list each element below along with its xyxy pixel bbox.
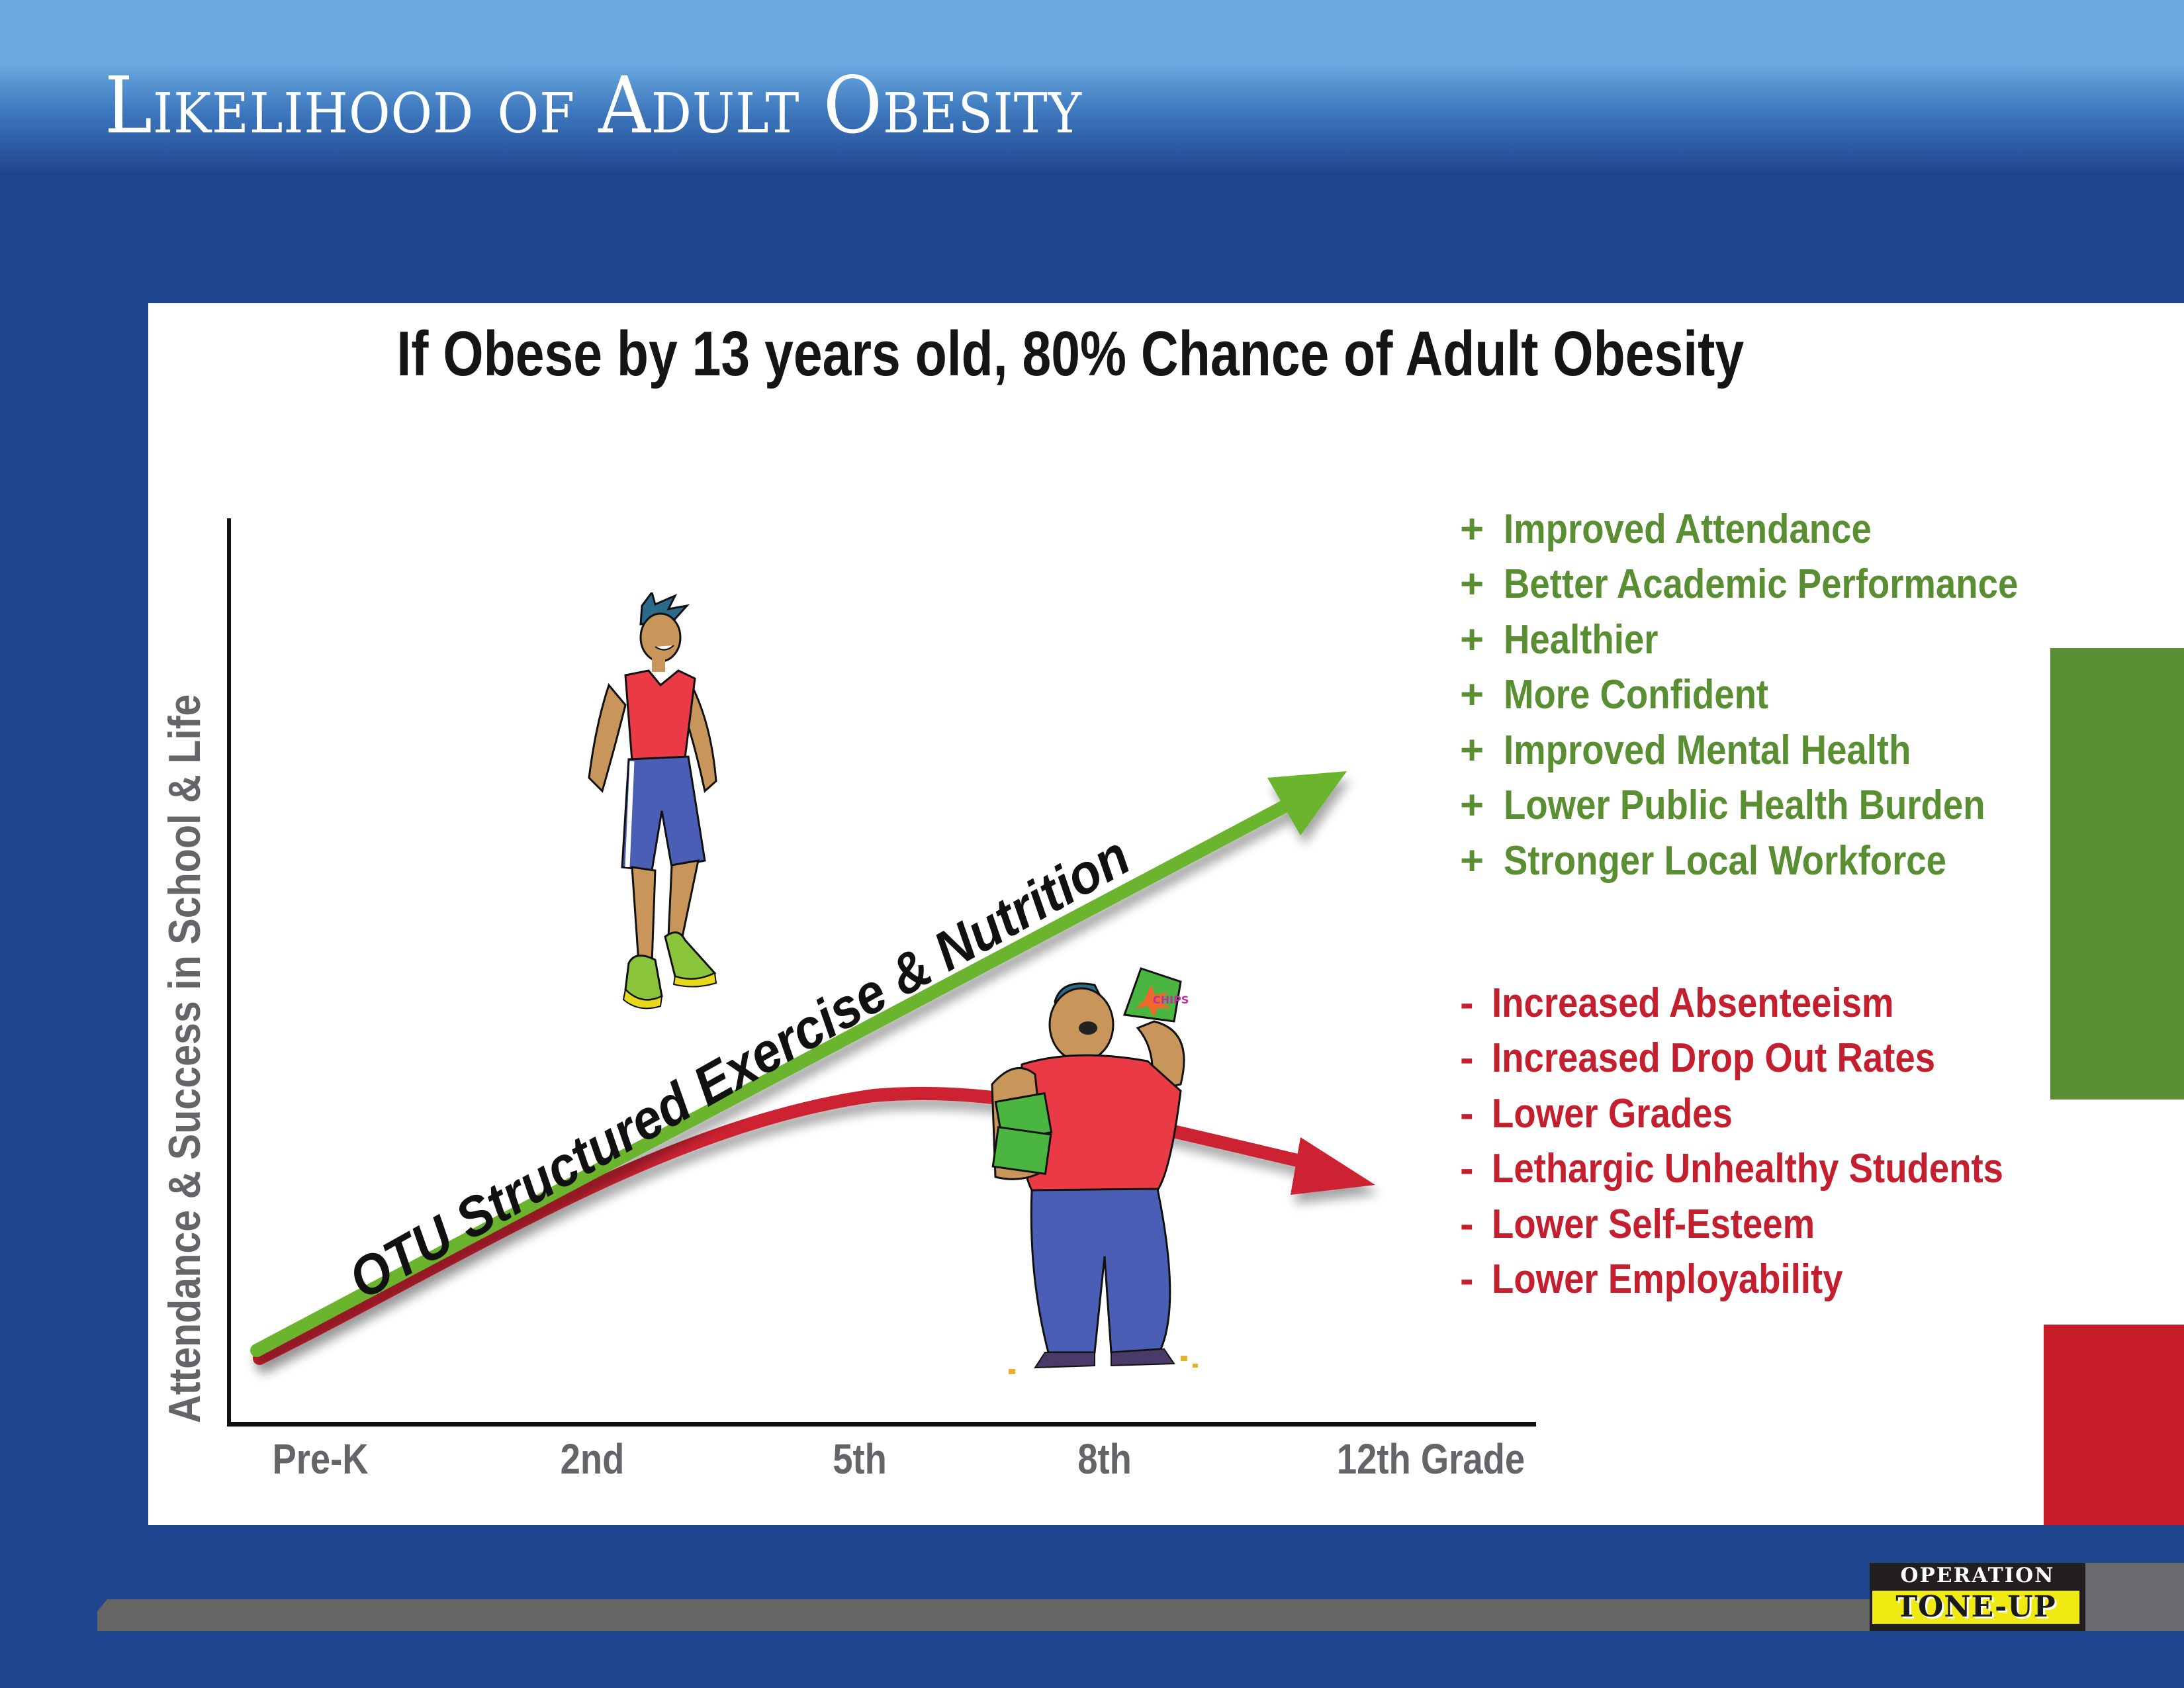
logo-line-2: TONE-UP xyxy=(1872,1591,2079,1624)
y-axis-label: Attendance & Success in School & Life xyxy=(159,694,210,1423)
list-item: + Improved Attendance xyxy=(1460,506,1872,552)
y-axis xyxy=(227,518,231,1427)
list-item: - Increased Absenteeism xyxy=(1460,980,1894,1026)
plus-bullet: + xyxy=(1460,727,1484,773)
chart-title-text: If Obese by 13 years old, 80% Chance of … xyxy=(396,318,1744,389)
list-item: - Lethargic Unhealthy Students xyxy=(1460,1146,2004,1192)
minus-bullet: - xyxy=(1460,1146,1474,1192)
operation-tone-up-logo: OPERATION TONE-UP xyxy=(1870,1563,2085,1631)
minus-bullet: - xyxy=(1460,1090,1474,1137)
chips-label: CHIPS xyxy=(1153,994,1189,1006)
footer-bar xyxy=(97,1599,1871,1631)
list-item: + More Confident xyxy=(1460,672,1769,718)
chart-title: If Obese by 13 years old, 80% Chance of … xyxy=(148,319,2184,389)
negative-outcomes-list: - Increased Absenteeism - Increased Drop O… xyxy=(1460,976,2073,1307)
obese-student-eating-chips-icon: CHIPS xyxy=(991,967,1198,1374)
minus-bullet: - xyxy=(1460,1256,1474,1303)
list-item: + Healthier xyxy=(1460,616,1659,663)
logo-line-1: OPERATION xyxy=(1900,1564,2055,1587)
green-accent-block xyxy=(2050,648,2184,1100)
x-tick-pre-k: Pre-K xyxy=(272,1435,369,1483)
plus-bullet: + xyxy=(1460,616,1484,663)
list-item: - Lower Employability xyxy=(1460,1256,1843,1303)
minus-bullet: - xyxy=(1460,1201,1474,1247)
x-tick-2nd: 2nd xyxy=(560,1435,625,1483)
plus-bullet: + xyxy=(1460,561,1484,608)
plus-bullet: + xyxy=(1460,672,1484,718)
plus-bullet: + xyxy=(1460,837,1484,884)
slide-title: Likelihood of Adult Obesity xyxy=(105,60,1082,151)
list-item: - Lower Grades xyxy=(1460,1090,1733,1137)
x-tick-8th: 8th xyxy=(1077,1435,1132,1483)
minus-bullet: - xyxy=(1460,980,1474,1026)
footer-bar-right xyxy=(2085,1563,2184,1631)
positive-outcomes-list: + Improved Attendance + Better Academic Pe… xyxy=(1460,502,2088,889)
minus-bullet: - xyxy=(1460,1035,1474,1082)
fit-student-icon xyxy=(588,592,717,1009)
list-item: + Stronger Local Workforce xyxy=(1460,837,1947,884)
plus-bullet: + xyxy=(1460,782,1484,829)
slide-header xyxy=(0,0,2184,179)
x-tick-5th: 5th xyxy=(833,1435,887,1483)
list-item: + Better Academic Performance xyxy=(1460,561,2019,608)
list-item: - Lower Self-Esteem xyxy=(1460,1201,1815,1247)
list-item: + Lower Public Health Burden xyxy=(1460,782,1985,829)
list-item: - Increased Drop Out Rates xyxy=(1460,1035,1936,1082)
x-tick-12th-grade: 12th Grade xyxy=(1336,1435,1525,1483)
list-item: + Improved Mental Health xyxy=(1460,727,1911,773)
red-accent-block xyxy=(2044,1325,2184,1525)
x-axis xyxy=(227,1422,1536,1427)
plus-bullet: + xyxy=(1460,506,1484,552)
